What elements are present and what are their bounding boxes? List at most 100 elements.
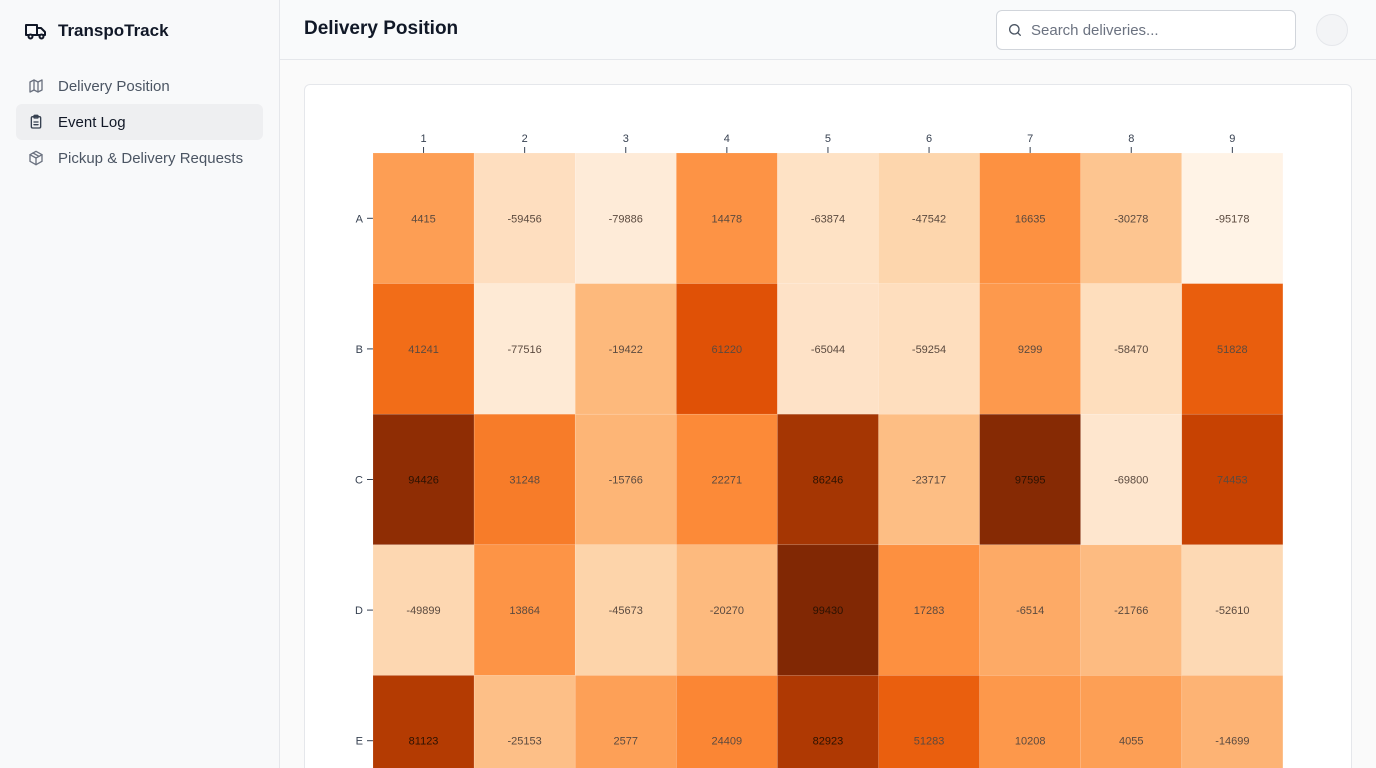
heatmap-cell[interactable] xyxy=(979,544,1081,676)
cell-value-label: -15766 xyxy=(609,475,643,487)
heatmap-cell[interactable] xyxy=(676,544,778,676)
heatmap-cell[interactable] xyxy=(979,283,1081,415)
cell-value-label: 10208 xyxy=(1015,736,1046,748)
heatmap-cell[interactable] xyxy=(1080,283,1183,415)
heatmap-cell[interactable] xyxy=(1181,544,1284,676)
clipboard-icon xyxy=(28,114,44,130)
x-tick-label: 6 xyxy=(926,133,932,145)
heatmap-cell[interactable] xyxy=(878,675,980,768)
heatmap-cell[interactable] xyxy=(1181,283,1284,415)
heatmap-cell[interactable] xyxy=(473,283,576,415)
cell-value-label: -45673 xyxy=(609,605,643,617)
heatmap-cell[interactable] xyxy=(979,675,1081,768)
heatmap-cell[interactable] xyxy=(574,413,677,546)
cell-value-label: 16635 xyxy=(1015,213,1046,225)
heatmap-cell[interactable] xyxy=(878,544,980,676)
heatmap-cell[interactable] xyxy=(372,283,475,415)
brand[interactable]: TranspoTrack xyxy=(24,19,169,43)
heatmap-cell[interactable] xyxy=(878,413,980,546)
cell-value-label: -59254 xyxy=(912,344,946,356)
x-tick-label: 9 xyxy=(1229,133,1235,145)
x-tick-label: 7 xyxy=(1027,133,1033,145)
sidebar: TranspoTrack Delivery Position Event Log xyxy=(0,0,280,768)
cell-value-label: -47542 xyxy=(912,213,946,225)
heatmap-cell[interactable] xyxy=(979,152,1081,284)
cell-value-label: 4415 xyxy=(411,213,435,225)
cell-value-label: 31248 xyxy=(509,475,540,487)
page-title: Delivery Position xyxy=(304,18,459,39)
cell-value-label: -95178 xyxy=(1215,213,1249,225)
x-tick-label: 4 xyxy=(724,133,730,145)
heatmap-cell[interactable] xyxy=(1080,152,1183,284)
cell-value-label: -6514 xyxy=(1016,605,1044,617)
heatmap-cell[interactable] xyxy=(574,283,677,415)
heatmap-cell[interactable] xyxy=(676,152,778,284)
cell-value-label: 24409 xyxy=(712,736,743,748)
heatmap-cell[interactable] xyxy=(473,675,576,768)
y-tick-label: E xyxy=(356,736,363,748)
cell-value-label: -49899 xyxy=(406,605,440,617)
map-icon xyxy=(28,78,44,94)
heatmap-cell[interactable] xyxy=(1080,675,1183,768)
heatmap-cell[interactable] xyxy=(878,283,980,415)
y-tick-label: B xyxy=(356,344,363,356)
search-input[interactable] xyxy=(1031,21,1281,39)
heatmap-cell[interactable] xyxy=(777,675,879,768)
cell-value-label: -20270 xyxy=(710,605,744,617)
cell-value-label: 51828 xyxy=(1217,344,1248,356)
search-icon xyxy=(1007,22,1023,38)
heatmap-cell[interactable] xyxy=(1181,152,1284,284)
sidebar-item-delivery-position[interactable]: Delivery Position xyxy=(16,68,263,104)
heatmap-cell[interactable] xyxy=(1181,413,1284,546)
heatmap-cell[interactable] xyxy=(979,413,1081,546)
sidebar-item-label: Delivery Position xyxy=(58,77,170,95)
heatmap-cell[interactable] xyxy=(473,152,576,284)
cell-value-label: -79886 xyxy=(609,213,643,225)
heatmap-cell[interactable] xyxy=(473,413,576,546)
heatmap-cell[interactable] xyxy=(777,413,879,546)
avatar[interactable] xyxy=(1316,14,1348,46)
cell-value-label: 4055 xyxy=(1119,736,1143,748)
cell-value-label: 97595 xyxy=(1015,475,1046,487)
x-tick-label: 5 xyxy=(825,133,831,145)
heatmap-card: 1 2 3 4 5 6 7 8 9 A B C D E 4415 -59456 -79886 14478 -6387… xyxy=(304,84,1352,768)
heatmap-cell[interactable] xyxy=(372,152,475,284)
cell-value-label: -69800 xyxy=(1114,475,1148,487)
heatmap-cell[interactable] xyxy=(372,675,475,768)
heatmap-cell[interactable] xyxy=(777,544,879,676)
heatmap-cell[interactable] xyxy=(574,152,677,284)
heatmap-cell[interactable] xyxy=(1181,675,1284,768)
cell-value-label: -21766 xyxy=(1114,605,1148,617)
cell-value-label: 2577 xyxy=(614,736,638,748)
heatmap-cell[interactable] xyxy=(878,152,980,284)
cell-value-label: -59456 xyxy=(508,213,542,225)
sidebar-item-event-log[interactable]: Event Log xyxy=(16,104,263,140)
sidebar-nav: Delivery Position Event Log Pickup & D xyxy=(16,68,263,176)
heatmap-cell[interactable] xyxy=(574,675,677,768)
cell-value-label: 13864 xyxy=(509,605,540,617)
cell-value-label: -25153 xyxy=(508,736,542,748)
sidebar-item-pickup-delivery-requests[interactable]: Pickup & Delivery Requests xyxy=(16,140,263,176)
cell-value-label: 17283 xyxy=(914,605,945,617)
heatmap-cell[interactable] xyxy=(1080,544,1183,676)
cell-value-label: -30278 xyxy=(1114,213,1148,225)
cell-value-label: -65044 xyxy=(811,344,845,356)
search-box[interactable] xyxy=(996,10,1296,50)
x-tick-label: 2 xyxy=(522,133,528,145)
heatmap-cell[interactable] xyxy=(676,283,778,415)
cell-value-label: -63874 xyxy=(811,213,845,225)
package-icon xyxy=(28,150,44,166)
sidebar-item-label: Pickup & Delivery Requests xyxy=(58,149,244,167)
cell-value-label: 99430 xyxy=(813,605,844,617)
heatmap-cell[interactable] xyxy=(676,413,778,546)
brand-name: TranspoTrack xyxy=(58,21,169,40)
main-content: 1 2 3 4 5 6 7 8 9 A B C D E 4415 -59456 -79886 14478 -6387… xyxy=(280,60,1376,768)
heatmap-cell[interactable] xyxy=(777,283,879,415)
heatmap-cell[interactable] xyxy=(372,413,475,546)
x-tick-label: 1 xyxy=(420,133,426,145)
truck-icon xyxy=(24,19,48,43)
heatmap-cell[interactable] xyxy=(676,675,778,768)
y-tick-label: C xyxy=(355,475,363,487)
heatmap-cell[interactable] xyxy=(1080,413,1183,546)
cell-value-label: -19422 xyxy=(609,344,643,356)
